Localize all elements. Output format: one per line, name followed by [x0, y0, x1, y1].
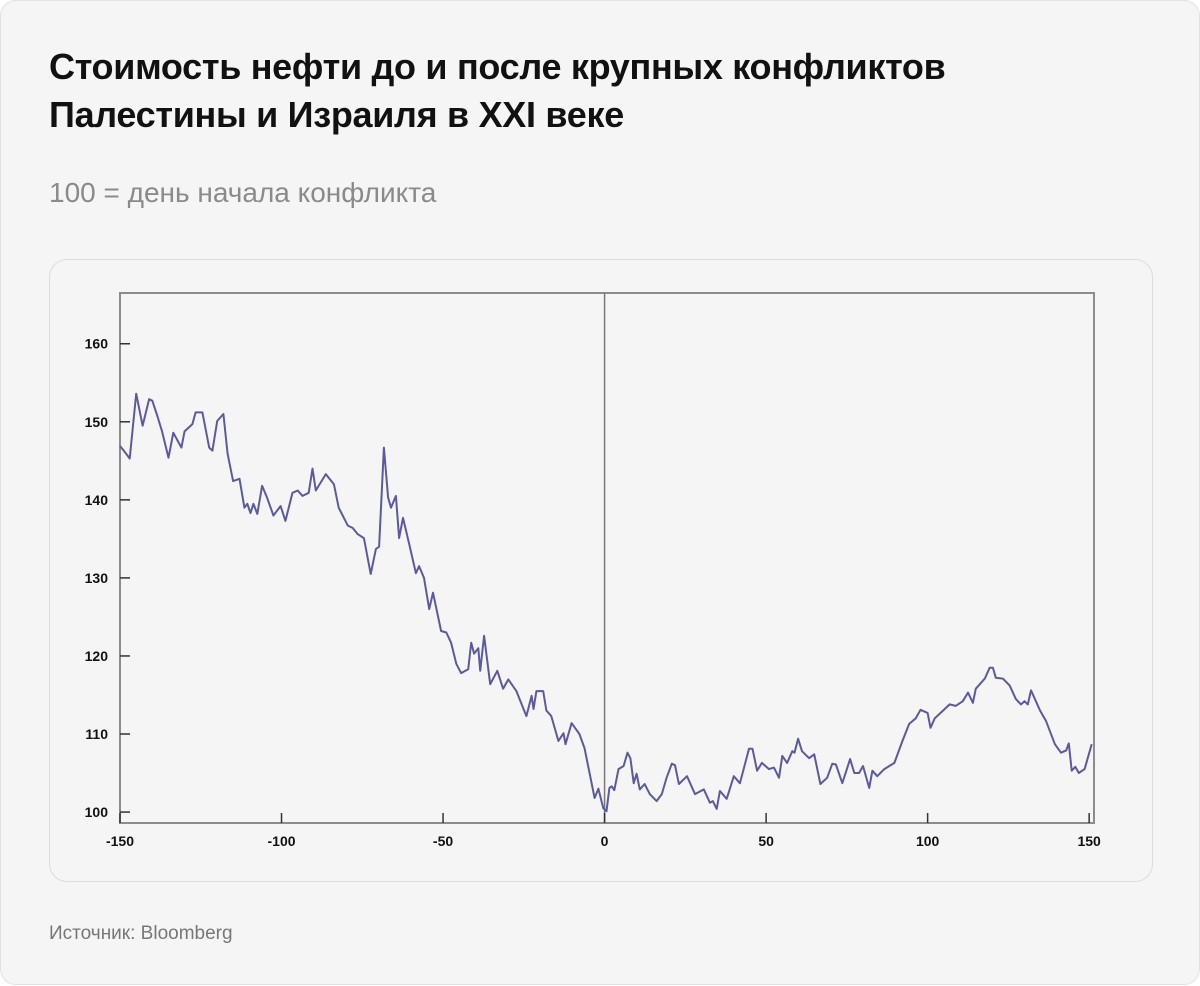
x-tick-label: 100	[916, 833, 940, 849]
plot-frame	[119, 292, 1095, 824]
x-tick-label: -100	[268, 833, 296, 849]
x-tick-label: -150	[106, 833, 134, 849]
x-tick-label: 50	[758, 833, 774, 849]
y-tick-label: 100	[85, 804, 109, 820]
x-tick-label: 0	[601, 833, 609, 849]
oil-price-line	[119, 392, 1093, 813]
y-tick-label: 160	[85, 336, 109, 352]
y-tick-label: 120	[85, 648, 109, 664]
x-tick-label: -50	[433, 833, 453, 849]
y-tick-label: 110	[85, 726, 108, 742]
chart-title: Стоимость нефти до и после крупных конфл…	[49, 46, 946, 135]
y-tick-label: 130	[85, 570, 109, 586]
y-tick-label: 140	[85, 492, 109, 508]
y-tick-label: 150	[85, 414, 109, 430]
x-tick-label: 150	[1077, 833, 1101, 849]
source-note: Источник: Bloomberg	[49, 923, 233, 944]
chart-subtitle: 100 = день начала конфликта	[49, 177, 437, 208]
chart-panel	[49, 259, 1153, 882]
